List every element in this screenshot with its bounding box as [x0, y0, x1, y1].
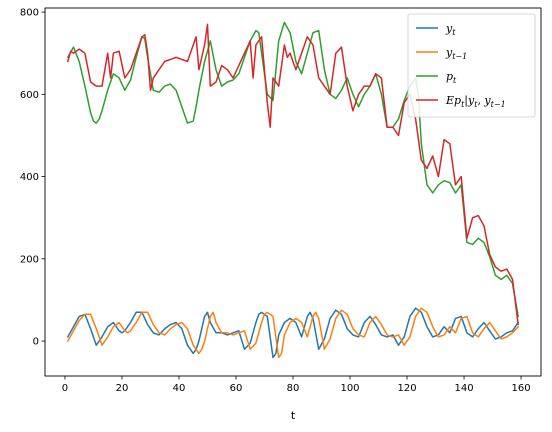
- y-tick-label: 400: [20, 172, 39, 183]
- x-tick-label: 40: [173, 383, 186, 394]
- x-tick-label: 140: [454, 383, 473, 394]
- series-line-3: [67, 23, 519, 326]
- x-tick-label: 20: [116, 383, 129, 394]
- legend-entry: pt: [446, 70, 457, 85]
- x-tick-label: 80: [287, 383, 300, 394]
- y-tick-label: 0: [33, 337, 39, 348]
- x-tick-label: 120: [397, 383, 416, 394]
- series-group: [67, 21, 519, 359]
- x-tick-label: 0: [62, 383, 68, 394]
- x-tick-label: 60: [230, 383, 243, 394]
- x-tick-label: 160: [511, 383, 530, 394]
- series-line-0: [67, 307, 519, 359]
- legend-entry: yt−1: [445, 46, 467, 61]
- y-tick-label: 600: [20, 90, 39, 101]
- x-tick-label: 100: [340, 383, 359, 394]
- legend-entry: Ept|yt, yt−1: [445, 94, 506, 109]
- legend: yt yt−1 pt Ept|yt, yt−1: [407, 13, 536, 118]
- x-axis-label: t: [291, 409, 296, 422]
- legend-box: [407, 13, 536, 118]
- series-line-2: [67, 21, 519, 318]
- series-line-1: [67, 307, 519, 359]
- y-tick-label: 800: [20, 8, 39, 19]
- legend-entry: yt: [445, 22, 456, 37]
- y-tick-label: 200: [20, 254, 39, 265]
- x-axis: 0 20 40 60 80 100 120 140 160: [62, 376, 531, 394]
- y-axis: 0 200 400 600 800: [20, 8, 45, 348]
